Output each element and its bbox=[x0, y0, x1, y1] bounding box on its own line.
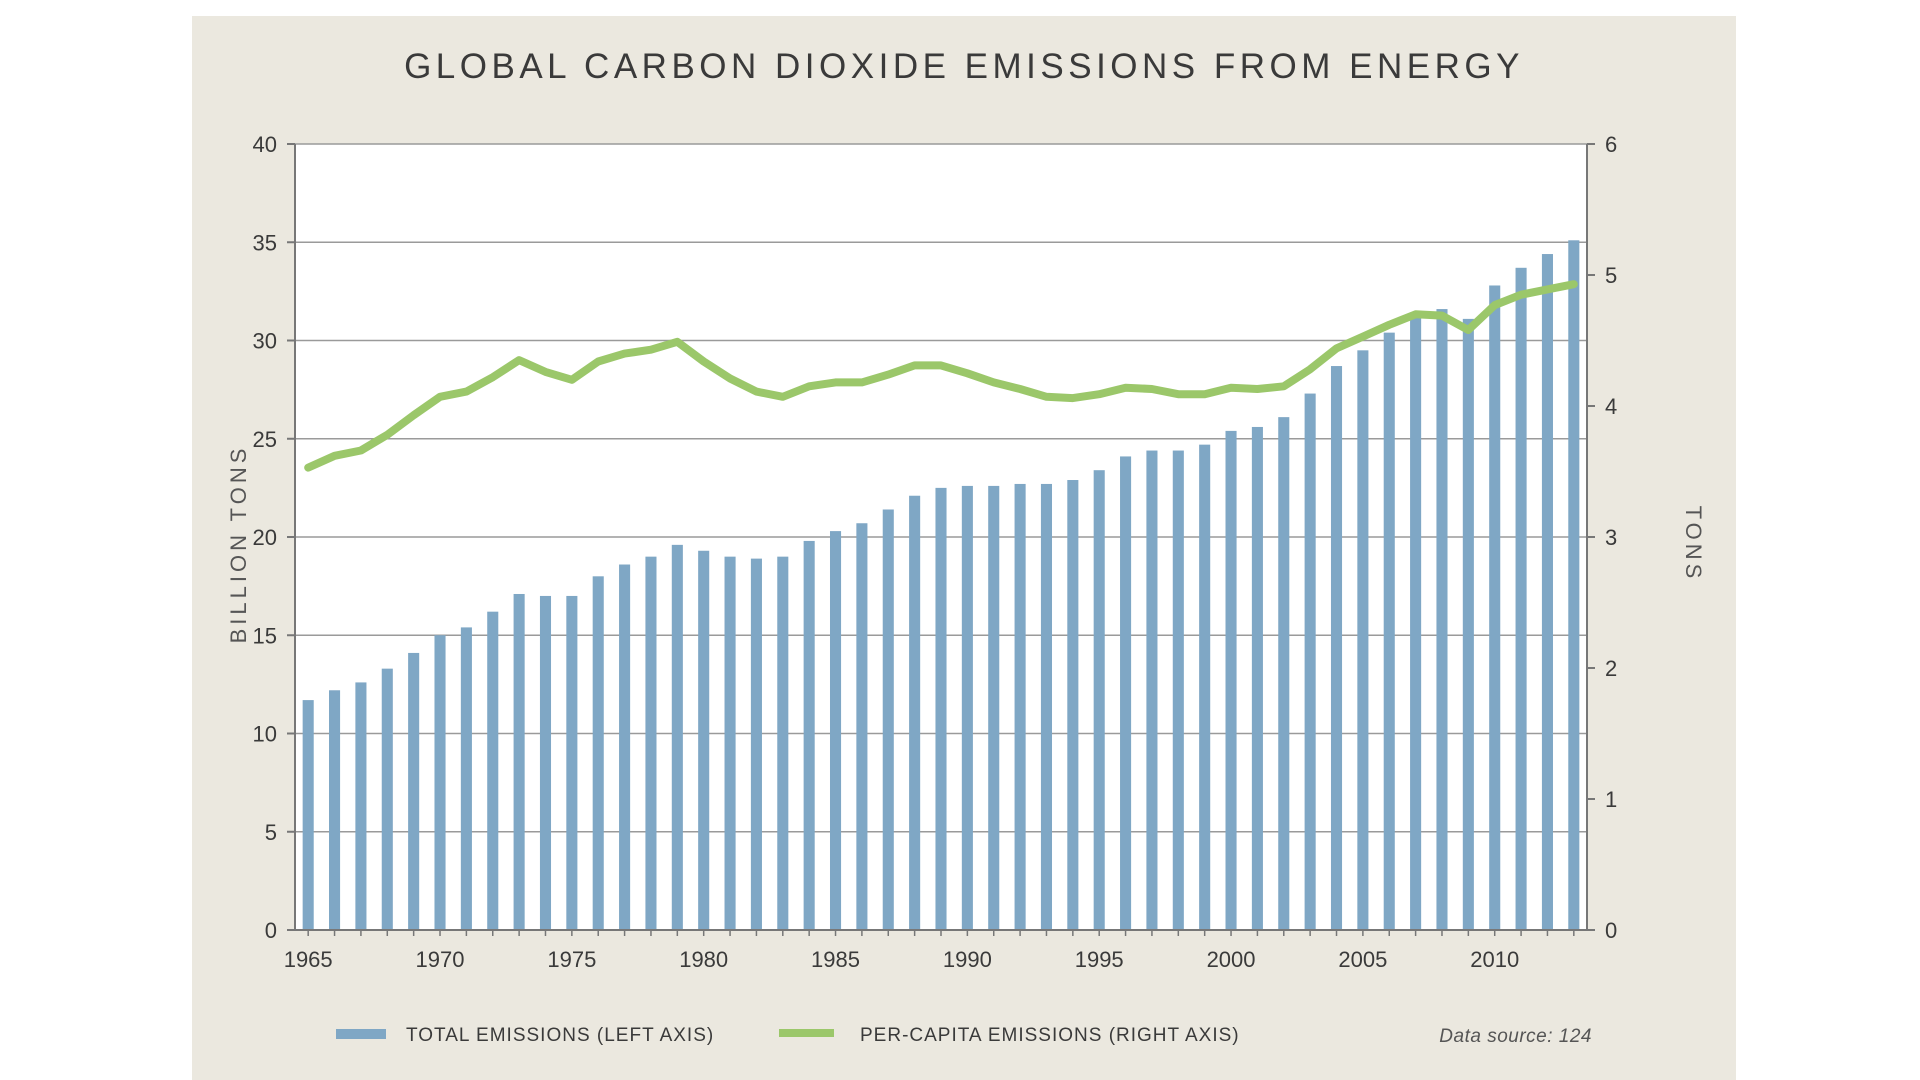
bar bbox=[1278, 417, 1290, 930]
legend: TOTAL EMISSIONS (LEFT AXIS) PER-CAPITA E… bbox=[336, 1025, 1240, 1046]
right-axis-ticks: 0 1 2 3 4 5 6 bbox=[1587, 132, 1617, 943]
bar bbox=[988, 485, 1000, 930]
bar bbox=[1199, 444, 1211, 930]
left-tick-label: 0 bbox=[265, 918, 277, 943]
right-tick-label: 5 bbox=[1605, 263, 1617, 288]
bar bbox=[645, 556, 657, 930]
x-tick-label: 2005 bbox=[1338, 947, 1387, 972]
bar bbox=[381, 668, 393, 930]
data-source-note: Data source: 124 bbox=[1439, 1026, 1592, 1047]
x-tick-label: 1975 bbox=[547, 947, 596, 972]
legend-label-total: TOTAL EMISSIONS (LEFT AXIS) bbox=[406, 1025, 714, 1046]
left-axis-ticks: 0 5 10 15 20 25 30 35 40 bbox=[253, 132, 295, 943]
bar bbox=[671, 544, 683, 930]
bar bbox=[856, 523, 868, 930]
bar bbox=[1120, 456, 1132, 930]
chart-svg: GLOBAL CARBON DIOXIDE EMISSIONS FROM ENE… bbox=[226, 47, 1706, 1047]
bar bbox=[935, 487, 947, 930]
x-tick-label: 1965 bbox=[284, 947, 333, 972]
left-tick-label: 30 bbox=[253, 329, 277, 354]
right-tick-label: 2 bbox=[1605, 656, 1617, 681]
x-tick-label: 1970 bbox=[416, 947, 465, 972]
bar bbox=[539, 595, 552, 930]
bar bbox=[1410, 316, 1422, 930]
right-axis-label: TONS bbox=[1681, 506, 1706, 583]
bar bbox=[1093, 470, 1105, 930]
bar bbox=[1541, 254, 1553, 931]
bar bbox=[724, 556, 736, 930]
bar bbox=[566, 595, 578, 930]
bar bbox=[329, 690, 341, 930]
left-tick-label: 10 bbox=[253, 722, 277, 747]
bar bbox=[1462, 318, 1474, 930]
left-tick-label: 25 bbox=[253, 427, 277, 452]
x-tick-label: 2010 bbox=[1470, 947, 1519, 972]
bar bbox=[1040, 483, 1053, 930]
bar bbox=[1489, 285, 1501, 931]
legend-swatch-total bbox=[336, 1029, 386, 1039]
x-tick-label: 1985 bbox=[811, 947, 860, 972]
bar bbox=[619, 564, 631, 930]
bar bbox=[1251, 426, 1263, 930]
bar bbox=[1515, 267, 1527, 930]
bar bbox=[408, 652, 420, 930]
left-tick-label: 5 bbox=[265, 820, 277, 845]
bar-series bbox=[302, 240, 1580, 931]
right-tick-label: 3 bbox=[1605, 525, 1617, 550]
bar bbox=[882, 509, 894, 930]
x-tick-label: 1990 bbox=[943, 947, 992, 972]
bar bbox=[1014, 483, 1026, 930]
bar bbox=[302, 700, 314, 930]
left-tick-label: 35 bbox=[253, 230, 277, 255]
bar bbox=[513, 593, 525, 930]
bar bbox=[803, 540, 815, 930]
bar bbox=[460, 627, 472, 930]
x-tick-label: 2000 bbox=[1207, 947, 1256, 972]
bar bbox=[1357, 350, 1369, 930]
bar bbox=[1436, 309, 1448, 930]
right-tick-label: 4 bbox=[1605, 394, 1617, 419]
x-tick-label: 1980 bbox=[679, 947, 728, 972]
bar bbox=[1146, 450, 1158, 930]
right-tick-label: 0 bbox=[1605, 918, 1617, 943]
bar bbox=[829, 531, 842, 930]
bar bbox=[1383, 332, 1395, 930]
bar bbox=[961, 485, 973, 930]
x-axis-ticks: 1965 1970 1975 1980 1985 1990 1995 2000 2005 2010 bbox=[284, 930, 1575, 972]
bar bbox=[909, 495, 921, 930]
left-tick-label: 15 bbox=[253, 623, 277, 648]
chart-title: GLOBAL CARBON DIOXIDE EMISSIONS FROM ENE… bbox=[404, 47, 1524, 86]
right-tick-label: 6 bbox=[1605, 132, 1617, 157]
right-tick-label: 1 bbox=[1605, 787, 1617, 812]
bar bbox=[698, 550, 710, 930]
bar bbox=[1067, 480, 1079, 930]
x-tick-label: 1995 bbox=[1075, 947, 1124, 972]
bar bbox=[1304, 393, 1316, 930]
chart-panel: GLOBAL CARBON DIOXIDE EMISSIONS FROM ENE… bbox=[192, 16, 1736, 1080]
bar bbox=[1330, 366, 1343, 930]
per-capita-line bbox=[304, 280, 1578, 472]
bar bbox=[777, 556, 789, 930]
bar bbox=[1225, 430, 1237, 930]
left-axis-label: BILLION TONS bbox=[226, 445, 251, 644]
left-tick-label: 40 bbox=[253, 132, 277, 157]
bar bbox=[487, 611, 499, 930]
bar bbox=[592, 576, 604, 930]
bar bbox=[750, 558, 762, 930]
legend-swatch-per-capita bbox=[779, 1029, 834, 1037]
bar bbox=[434, 635, 446, 930]
bar bbox=[355, 682, 367, 930]
legend-label-per-capita: PER-CAPITA EMISSIONS (RIGHT AXIS) bbox=[860, 1025, 1240, 1046]
bar bbox=[1568, 240, 1580, 930]
left-tick-label: 20 bbox=[253, 525, 277, 550]
bar bbox=[1172, 450, 1184, 930]
